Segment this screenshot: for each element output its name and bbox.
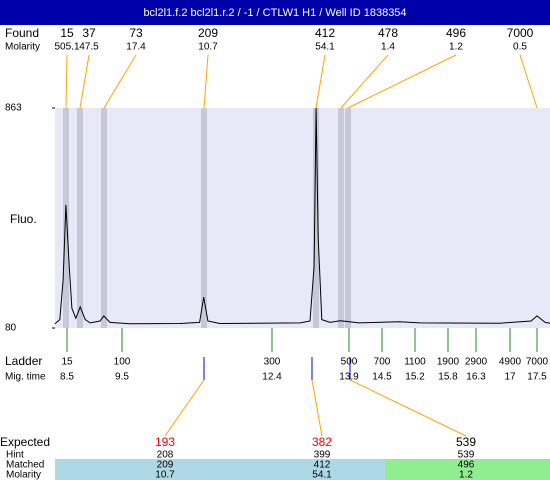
plot-area [55,108,550,328]
found-connector [340,54,389,109]
ladder-mig-time: 15.8 [438,372,458,383]
found-connector [65,54,68,109]
found-size: 412 [315,26,335,40]
peak-band [63,108,69,328]
found-molarity: 17.4 [126,42,146,53]
found-molarity: 505.1 [54,42,79,53]
found-size: 73 [129,26,143,40]
hint-size: 539 [458,450,475,461]
ladder-size: 1100 [404,357,426,368]
ladder-size: 15 [61,357,73,368]
matched-size: 496 [458,460,475,471]
found-connector [203,54,209,109]
ladder-size: 4900 [499,357,522,368]
found-connector [519,54,538,109]
matched-molarity: 10.7 [155,470,175,480]
found-connector [79,54,90,109]
ladder-size: 1900 [437,357,460,368]
found-size: 496 [446,26,466,40]
found-connector [103,54,137,109]
found-molarity: 54.1 [315,42,335,53]
peak-band [201,108,207,328]
y-axis-label: Fluo. [10,212,37,226]
matched-molarity: 1.2 [459,470,473,480]
header-bar [0,0,550,25]
peak-band [313,108,319,328]
matched-label: Matched [6,460,44,471]
found-molarity: 1.2 [449,42,463,53]
ladder-mig-time: 14.5 [372,372,392,383]
found-connector [315,54,326,109]
expected-label: Expected [0,435,50,449]
ladder-mig-time: 12.4 [262,372,282,383]
expected-size: 539 [456,435,476,449]
header-title: bcl2l1.f.2 bcl2l1.r.2 / -1 / CTLW1 H1 / … [143,7,406,19]
peak-band [77,108,83,328]
ladder-size: 100 [114,357,131,368]
ladder-size: 300 [264,357,281,368]
ladder-size: 500 [341,357,358,368]
found-molarity: 47.5 [79,42,99,53]
found-molarity: 0.5 [513,42,527,53]
expected-connector [311,379,323,437]
found-size: 15 [60,26,74,40]
found-molarity: 1.4 [381,42,395,53]
found-molarity: 10.7 [198,42,218,53]
matched-band-alt [385,459,550,480]
ladder-mig-time: 17.5 [527,372,547,383]
ladder-size: 700 [374,357,391,368]
ladder-mig-time: 9.5 [115,372,129,383]
found-connector [347,54,457,109]
y-tick-label: 863 [5,103,22,114]
trace [54,107,550,325]
ladder-mig-time: 17 [504,372,516,383]
peak-band [101,108,107,328]
matched-size: 412 [314,460,331,471]
ladder-size: 7000 [526,357,549,368]
ladder-mig-time: 13.9 [339,372,359,383]
expected-size: 382 [312,435,332,449]
ladder-label: Ladder [5,354,42,368]
result-molarity-label: Molarity [6,470,41,480]
y-tick-label: 80 [5,323,17,334]
matched-size: 209 [157,460,174,471]
found-size: 209 [198,26,218,40]
found-size: 37 [82,26,96,40]
expected-connector [349,379,467,437]
mig-time-label: Mig. time [5,372,46,383]
found-size: 478 [378,26,398,40]
molarity-label: Molarity [5,42,40,53]
matched-band [55,459,385,480]
peak-band [338,108,344,328]
matched-molarity: 54.1 [312,470,332,480]
hint-size: 399 [314,450,331,461]
found-label: Found [5,26,39,40]
expected-size: 193 [155,435,175,449]
ladder-mig-time: 8.5 [60,372,74,383]
found-size: 7000 [507,26,534,40]
hint-size: 208 [157,450,174,461]
ladder-size: 2900 [465,357,488,368]
expected-connector [164,379,205,437]
ladder-mig-time: 15.2 [405,372,425,383]
ladder-mig-time: 16.3 [466,372,486,383]
peak-band [345,108,351,328]
hint-label: Hint [6,450,24,461]
